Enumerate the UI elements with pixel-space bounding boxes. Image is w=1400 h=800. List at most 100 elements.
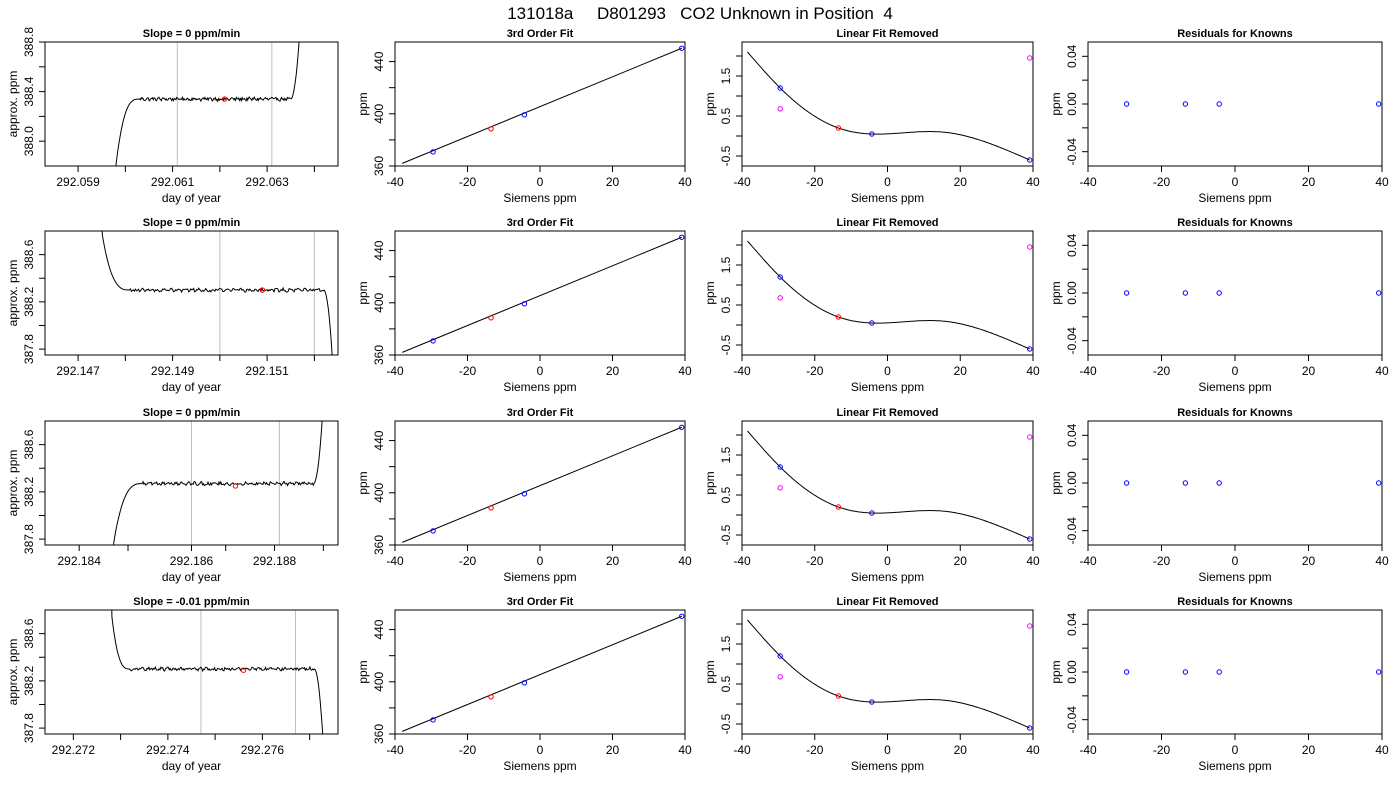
- y-tick-label: 388.2: [22, 287, 36, 317]
- y-tick-label: 440: [372, 619, 386, 639]
- chart-title: Slope = 0 ppm/min: [143, 217, 241, 229]
- x-axis-label: Siemens ppm: [1198, 570, 1271, 584]
- x-tick-label: -40: [386, 175, 404, 189]
- data-point: [869, 510, 875, 516]
- x-tick-label: -40: [386, 743, 404, 757]
- chart-panel-r3-linear-removed: Linear Fit Removed Siemens ppm ppm -40 -20 0 2…: [703, 407, 1040, 584]
- data-point: [1027, 55, 1033, 61]
- y-tick-label: 387.8: [22, 713, 36, 743]
- data-point: [1027, 157, 1033, 163]
- x-axis-label: Siemens ppm: [851, 759, 924, 773]
- data-point: [1375, 290, 1382, 296]
- x-axis-label: Siemens ppm: [503, 759, 576, 773]
- x-axis-label: Siemens ppm: [503, 191, 576, 205]
- y-tick-label: 1.5: [719, 256, 733, 273]
- x-tick-label: 40: [1026, 175, 1040, 189]
- x-axis-label: day of year: [162, 570, 221, 584]
- trace-line: [111, 610, 324, 734]
- data-point: [869, 320, 875, 326]
- plot-frame: [1087, 609, 1383, 735]
- y-tick-label: 400: [372, 103, 386, 123]
- y-tick-label: 0.00: [1065, 92, 1079, 116]
- x-tick-label: 292.147: [56, 364, 100, 378]
- y-tick-label: 1.5: [719, 446, 733, 463]
- y-tick-label: 388.8: [22, 27, 36, 57]
- y-axis-label: approx. ppm: [6, 71, 20, 138]
- plot-area: [402, 424, 685, 543]
- x-tick-label: 292.151: [245, 364, 289, 378]
- y-axis-label: ppm: [703, 281, 717, 304]
- plot-area: [747, 240, 1033, 352]
- plot-frame: [1087, 41, 1383, 167]
- x-axis-label: day of year: [162, 191, 221, 205]
- x-tick-label: 40: [1375, 743, 1389, 757]
- x-tick-label: 20: [1302, 364, 1316, 378]
- x-axis-label: Siemens ppm: [503, 570, 576, 584]
- x-tick-label: -20: [806, 554, 824, 568]
- plot-frame: [741, 41, 1034, 167]
- y-tick-label: 388.6: [22, 618, 36, 648]
- data-point: [521, 112, 528, 118]
- x-axis-label: Siemens ppm: [851, 570, 924, 584]
- x-tick-label: 40: [1026, 743, 1040, 757]
- chart-panel-r2-fit: 3rd Order Fit Siemens ppm ppm -40 -20 0 20 40 36…: [356, 217, 692, 394]
- x-tick-label: -40: [733, 175, 751, 189]
- chart-panel-r4-residuals: Residuals for Knowns Siemens ppm ppm -40 -20…: [1049, 596, 1389, 773]
- y-axis-label: ppm: [356, 92, 370, 115]
- x-tick-label: 0: [537, 364, 544, 378]
- x-axis-label: Siemens ppm: [503, 380, 576, 394]
- x-tick-label: -20: [1153, 364, 1171, 378]
- chart-title: Residuals for Knowns: [1177, 217, 1293, 229]
- y-axis-label: ppm: [356, 660, 370, 683]
- data-point: [679, 234, 685, 240]
- y-tick-label: 388.6: [22, 429, 36, 459]
- y-tick-label: -0.5: [719, 334, 733, 355]
- y-tick-label: 388.2: [22, 477, 36, 507]
- chart-panel-r4-trace: Slope = -0.01 ppm/min day of year approx. …: [6, 596, 339, 773]
- chart-title: 3rd Order Fit: [507, 28, 574, 40]
- data-point: [430, 338, 436, 344]
- y-tick-label: 0.00: [1065, 471, 1079, 495]
- x-tick-label: -40: [386, 364, 404, 378]
- x-tick-label: 292.276: [241, 743, 285, 757]
- plot-area: [1123, 669, 1382, 675]
- fit-line: [402, 47, 682, 164]
- x-tick-label: -40: [1079, 554, 1097, 568]
- data-point: [679, 45, 685, 51]
- data-point: [430, 528, 436, 534]
- y-tick-label: 0.04: [1065, 233, 1079, 257]
- y-tick-label: 1.5: [719, 635, 733, 652]
- data-point: [1027, 725, 1033, 731]
- chart-title: Linear Fit Removed: [836, 407, 938, 419]
- chart-title: 3rd Order Fit: [507, 596, 574, 608]
- data-point: [430, 717, 436, 723]
- trace-line: [113, 421, 323, 545]
- y-tick-label: -0.04: [1065, 138, 1079, 166]
- plot-frame: [394, 41, 686, 167]
- plot-area: [402, 613, 685, 732]
- chart-panel-r2-linear-removed: Linear Fit Removed Siemens ppm ppm -40 -20 0 2…: [703, 217, 1040, 394]
- unknown-marker: [232, 483, 239, 489]
- y-tick-label: 440: [372, 240, 386, 260]
- chart-title: Linear Fit Removed: [836, 217, 938, 229]
- x-tick-label: 40: [1026, 364, 1040, 378]
- y-tick-label: 360: [372, 345, 386, 365]
- x-tick-label: -20: [1153, 554, 1171, 568]
- y-tick-label: -0.5: [719, 145, 733, 166]
- x-tick-label: -40: [733, 364, 751, 378]
- chart-title: Residuals for Knowns: [1177, 28, 1293, 40]
- x-tick-label: 292.061: [151, 175, 195, 189]
- x-tick-label: -20: [1153, 175, 1171, 189]
- x-tick-label: 20: [954, 175, 968, 189]
- data-point: [1027, 536, 1033, 542]
- data-point: [1182, 480, 1189, 486]
- trace-line: [115, 42, 300, 166]
- x-tick-label: 292.186: [170, 554, 214, 568]
- x-tick-label: 20: [606, 743, 620, 757]
- data-point: [521, 680, 528, 686]
- x-tick-label: -20: [459, 175, 477, 189]
- x-tick-label: 20: [954, 554, 968, 568]
- x-tick-label: 0: [884, 554, 891, 568]
- data-point: [1123, 101, 1130, 107]
- data-point: [777, 485, 783, 491]
